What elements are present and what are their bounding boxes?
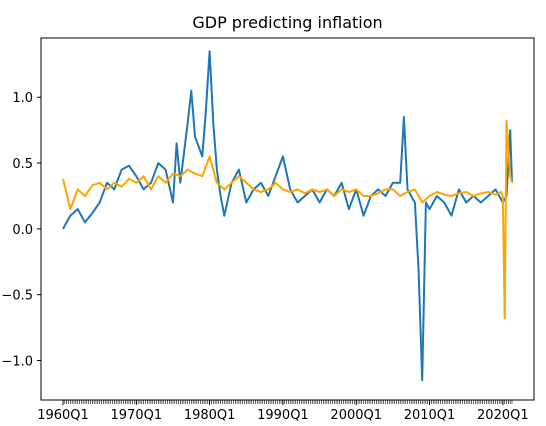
axes: −1.0 −0.5 0.0 0.5 1.0 1960Q1 1970Q1 1980Q1 1990Q… — [1, 37, 535, 423]
x-tick-label: 2020Q1 — [477, 408, 529, 423]
plot-area — [62, 50, 513, 382]
axes-frame — [40, 37, 535, 401]
x-tick-label: 2000Q1 — [330, 408, 382, 423]
y-tick-label: 1.0 — [12, 91, 33, 106]
x-tick-label: 1980Q1 — [184, 408, 236, 423]
chart-title: GDP predicting inflation — [192, 13, 382, 32]
x-tick-label: 1960Q1 — [37, 408, 89, 423]
series-line-2 — [62, 119, 513, 320]
y-tick-label: −1.0 — [1, 355, 33, 370]
x-tick-label: 2010Q1 — [404, 408, 456, 423]
x-tick-label: 1970Q1 — [111, 408, 163, 423]
y-tick-label: −0.5 — [1, 289, 33, 304]
y-tick-label: 0.5 — [12, 157, 33, 172]
y-tick-label: 0.0 — [12, 223, 33, 238]
series-line-1 — [62, 50, 513, 382]
x-tick-label: 1990Q1 — [257, 408, 309, 423]
